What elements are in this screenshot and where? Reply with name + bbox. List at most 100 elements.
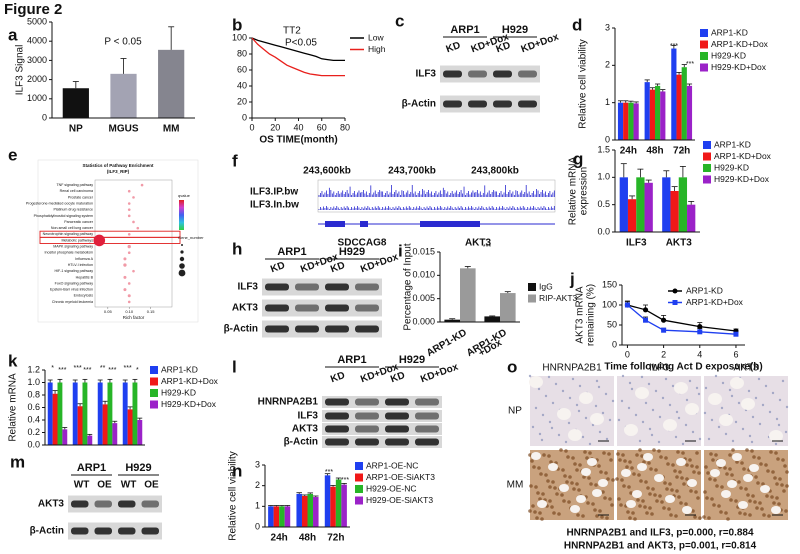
blot-band	[141, 527, 159, 535]
panel-letter: h	[232, 239, 242, 258]
legend-label: H929-KD	[714, 162, 749, 172]
bar	[655, 85, 661, 140]
point	[127, 189, 131, 193]
cell	[630, 387, 634, 391]
y-tick-label: 1.2	[27, 364, 40, 374]
category-label: Influenza A	[75, 257, 93, 261]
bar	[57, 382, 63, 445]
color-scale	[179, 200, 184, 230]
legend-label: ARP1-KD+Dox	[686, 297, 744, 307]
error-bar	[279, 505, 285, 507]
cell	[652, 448, 656, 452]
cell	[627, 406, 631, 410]
x-axis-label: OS TIME(month)	[259, 135, 337, 146]
cell	[540, 517, 544, 521]
error-bar	[671, 186, 678, 191]
cell	[533, 510, 537, 514]
cell	[646, 486, 650, 490]
cell	[583, 450, 587, 454]
legend-label: ARP1-KD+Dox	[711, 39, 769, 49]
vacuole	[598, 479, 608, 487]
cell	[628, 516, 632, 520]
cell	[675, 475, 679, 479]
cell	[603, 496, 607, 500]
cell	[688, 379, 692, 383]
y-tick-label: 3000	[27, 55, 47, 65]
lane-label: KD+Dox	[419, 361, 460, 385]
error-bar	[168, 26, 175, 50]
ihc-image	[702, 448, 789, 521]
blot-band	[355, 304, 379, 312]
bar	[627, 199, 637, 232]
cell	[571, 456, 575, 460]
blot-band	[355, 412, 379, 420]
blot-band	[385, 425, 409, 433]
y-tick-label: 0	[612, 339, 617, 349]
cell	[647, 382, 651, 386]
cell	[759, 462, 763, 466]
y-tick-label: 40	[237, 80, 247, 90]
cell	[531, 425, 535, 429]
error-bar	[335, 477, 342, 480]
error-bar	[637, 168, 644, 178]
bar	[617, 102, 624, 140]
blot-background	[262, 278, 382, 296]
y-tick-label: 20	[237, 96, 247, 106]
vacuole	[738, 501, 748, 509]
lane-label: KD	[445, 40, 462, 55]
cell	[682, 482, 686, 486]
blot-background	[262, 299, 382, 317]
cell	[775, 496, 779, 500]
legend-swatch	[700, 29, 708, 37]
cell	[564, 440, 568, 444]
error-bar	[464, 266, 471, 269]
blot-band	[468, 100, 487, 108]
bar	[273, 506, 280, 527]
legend-label: ARP1-KD	[711, 27, 748, 37]
cell	[633, 517, 637, 521]
bar	[107, 382, 113, 445]
bar	[102, 404, 108, 445]
x-tick-label: AKT3	[666, 238, 693, 249]
y-tick-label: 150	[602, 279, 617, 289]
cell	[726, 517, 730, 521]
cell	[707, 516, 711, 520]
cell	[632, 472, 636, 476]
cell	[604, 471, 608, 475]
group-label: H929	[399, 354, 425, 366]
cell	[764, 384, 768, 388]
blot-band	[325, 438, 349, 446]
bar	[660, 91, 666, 140]
cell	[550, 505, 554, 509]
lane-label: KD+Dox	[359, 251, 400, 275]
blot-band	[295, 325, 319, 333]
cell	[737, 401, 741, 405]
y-tick-label: 1	[255, 501, 260, 511]
cell	[593, 508, 597, 512]
cell	[617, 418, 621, 422]
point	[123, 275, 127, 279]
y-tick-label: 0	[605, 134, 610, 144]
error-bar	[57, 378, 63, 383]
cell	[625, 465, 629, 469]
group-label: ARP1	[277, 246, 306, 258]
row-label: β-Actin	[284, 437, 318, 448]
category-label: Pancreatic cancer	[64, 220, 94, 224]
bar	[72, 382, 78, 445]
y-axis-label: AKT3 mRNA	[575, 286, 586, 344]
blot-band	[118, 527, 136, 535]
cell	[653, 493, 657, 497]
blot-band	[443, 100, 462, 108]
blot-band	[325, 304, 349, 312]
cell	[638, 448, 642, 452]
y-tick-label: 100	[232, 32, 247, 42]
vacuole	[643, 453, 653, 461]
cell	[670, 488, 674, 492]
cell	[581, 435, 585, 439]
legend-swatch	[150, 389, 158, 397]
error-bar	[82, 378, 88, 383]
annotation: *	[682, 149, 685, 156]
cell	[654, 468, 658, 472]
vacuole	[749, 464, 759, 472]
bar	[633, 103, 639, 140]
